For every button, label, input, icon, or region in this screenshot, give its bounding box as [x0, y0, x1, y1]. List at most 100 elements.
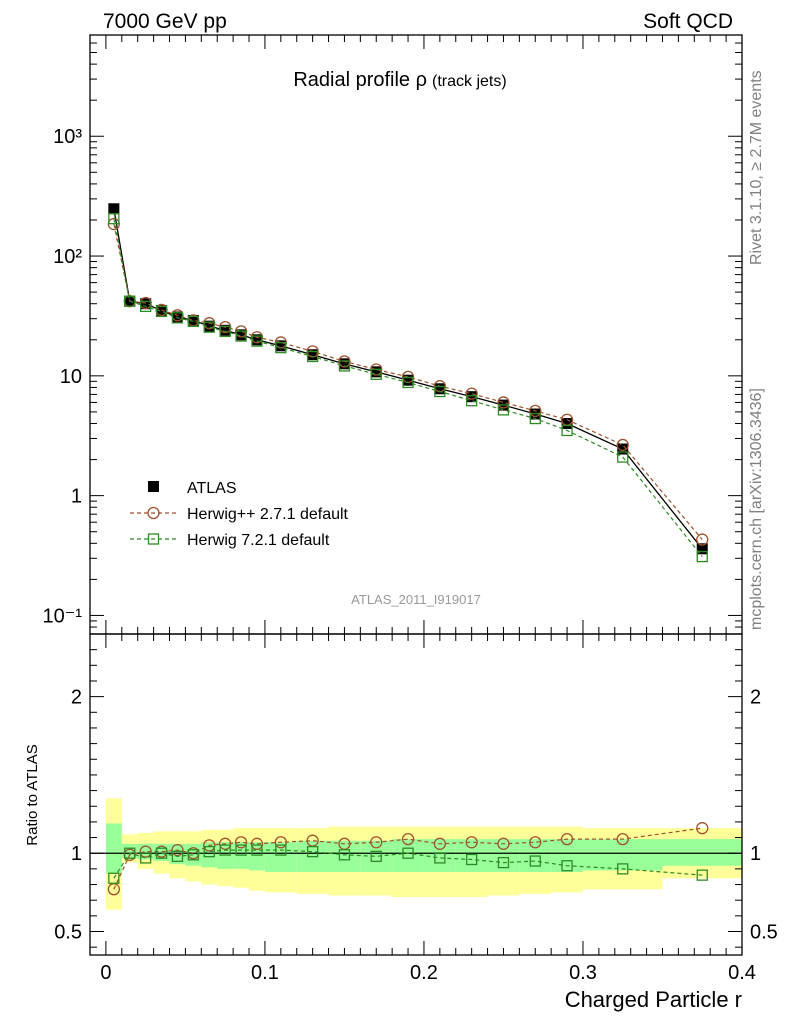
rivet-label: Rivet 3.1.10, ≥ 2.7M events [748, 70, 765, 265]
herwigpp-point [529, 404, 542, 418]
mcplots-label: mcplots.cern.ch [arXiv:1306.3436] [748, 388, 765, 630]
ratio-herwig7-point [370, 850, 382, 863]
ratio-herwig7-point [306, 846, 319, 858]
ratio-herwigpp-point [433, 837, 447, 850]
atlas-point [251, 334, 263, 346]
ratio-herwigpp-point [465, 836, 478, 849]
main-y-tick-label: 1 [71, 486, 82, 508]
ratio-uncertainty-bands [105, 798, 742, 910]
x-axis-label: Charged Particle r [565, 987, 742, 1012]
ratio-y-tick-label: 2 [71, 687, 82, 709]
atlas-point [434, 383, 446, 395]
herwigpp-point [497, 396, 510, 409]
ratio-herwig7-point [187, 849, 200, 861]
ratio-y-tick-label-right: 2 [750, 687, 761, 709]
ratio-herwigpp-point [219, 837, 232, 850]
header-right: Soft QCD [643, 10, 733, 33]
legend-marker-herwig7 [147, 533, 160, 545]
herwig7-point [108, 213, 120, 225]
herwig7-point [497, 404, 510, 416]
ratio-herwigpp-point [696, 822, 709, 835]
ratio-herwig7-point [203, 846, 215, 858]
herwig7-point [370, 368, 382, 380]
atlas-point [696, 543, 708, 555]
herwig7-point [251, 335, 263, 347]
ratio-herwig7-point [155, 847, 168, 859]
atlas-point [617, 443, 629, 455]
atlas-point [338, 358, 350, 370]
ratio-herwig7-point [402, 847, 414, 859]
ratio-y-tick-label: 0.5 [54, 922, 82, 944]
x-tick-label: 0 [100, 962, 111, 984]
stat-uncertainty-band [662, 839, 742, 866]
ratio-herwigpp-point [370, 836, 383, 849]
ratio-herwig7-line [113, 849, 703, 879]
stat-uncertainty-band [264, 842, 297, 873]
atlas-point [466, 391, 478, 403]
ratio-herwigpp-point [616, 832, 629, 846]
ratio-series-layer [107, 822, 709, 896]
ratio-herwigpp-point [560, 832, 574, 846]
ratio-herwigpp-point [274, 836, 287, 849]
main-y-tick-label: 10² [53, 246, 82, 268]
herwig7-point [235, 330, 247, 342]
main-series-layer [107, 203, 709, 563]
legend-label-atlas: ATLAS [187, 480, 237, 497]
ratio-y-axis-label: Ratio to ATLAS [24, 744, 41, 845]
herwig7-point [338, 360, 351, 372]
atlas-point [156, 305, 168, 317]
ratio-herwig7-point [219, 844, 231, 856]
legend-marker-herwigpp [147, 506, 160, 520]
x-tick-label: 0.4 [728, 962, 756, 984]
atlas-line [113, 208, 703, 550]
main-y-tick-labels: 10⁻¹ 1 10 10² 10³ [43, 126, 83, 627]
x-tick-label: 0.2 [410, 962, 438, 984]
ratio-herwig7-point [338, 849, 351, 861]
herwig7-point [140, 300, 152, 313]
stat-uncertainty-band [249, 842, 265, 871]
herwig7-point [402, 376, 414, 389]
ratio-herwigpp-line [113, 827, 703, 890]
atlas-point [171, 311, 183, 323]
ratio-herwig7-point [124, 847, 136, 859]
stat-uncertainty-band [121, 843, 138, 858]
herwig7-point [187, 315, 200, 328]
atlas-point [203, 320, 215, 332]
ratio-herwigpp-point [234, 836, 248, 849]
main-y-tick-label: 10 [60, 366, 82, 388]
ratio-herwigpp-point [139, 845, 152, 858]
herwigpp-point [696, 533, 709, 546]
stat-uncertainty-band [487, 839, 520, 873]
herwigpp-line [113, 223, 703, 540]
legend: ATLAS Herwig++ 2.7.1 default Herwig 7.2.… [130, 480, 349, 549]
header-left: 7000 GeV pp [103, 10, 227, 33]
stat-uncertainty-band [455, 839, 488, 873]
ratio-herwig7-point [171, 850, 184, 863]
ratio-herwig7-point [275, 844, 287, 856]
ratio-panel-frame [89, 633, 743, 956]
stat-uncertainty-band [169, 843, 186, 865]
main-y-tick-label: 10³ [53, 126, 82, 148]
x-tick-label: 0.1 [251, 962, 279, 984]
ratio-y-tick-label-right: 1 [750, 843, 761, 865]
herwig7-point [434, 385, 446, 398]
ratio-herwig7-point [696, 869, 708, 881]
ratio-herwigpp-point [250, 837, 264, 850]
atlas-point [187, 314, 199, 326]
ratio-herwigpp-point [203, 839, 216, 852]
herwig7-point [696, 550, 708, 563]
chart-title: Radial profile ρ [293, 69, 427, 91]
atlas-point [561, 418, 573, 430]
ratio-y-tick-label-right: 0.5 [750, 922, 778, 944]
ratio-herwigpp-point [401, 832, 415, 846]
analysis-watermark: ATLAS_2011_I919017 [351, 592, 481, 607]
chart-subtitle: (track jets) [432, 73, 507, 90]
ratio-y-tick-label: 1 [71, 843, 82, 865]
herwig7-point [617, 451, 629, 463]
atlas-point [140, 298, 152, 310]
herwig7-point [124, 295, 136, 307]
herwig7-point [171, 312, 184, 324]
ratio-herwig7-point [235, 844, 247, 856]
stat-uncertainty-band [582, 839, 663, 871]
herwig7-point [306, 350, 319, 363]
